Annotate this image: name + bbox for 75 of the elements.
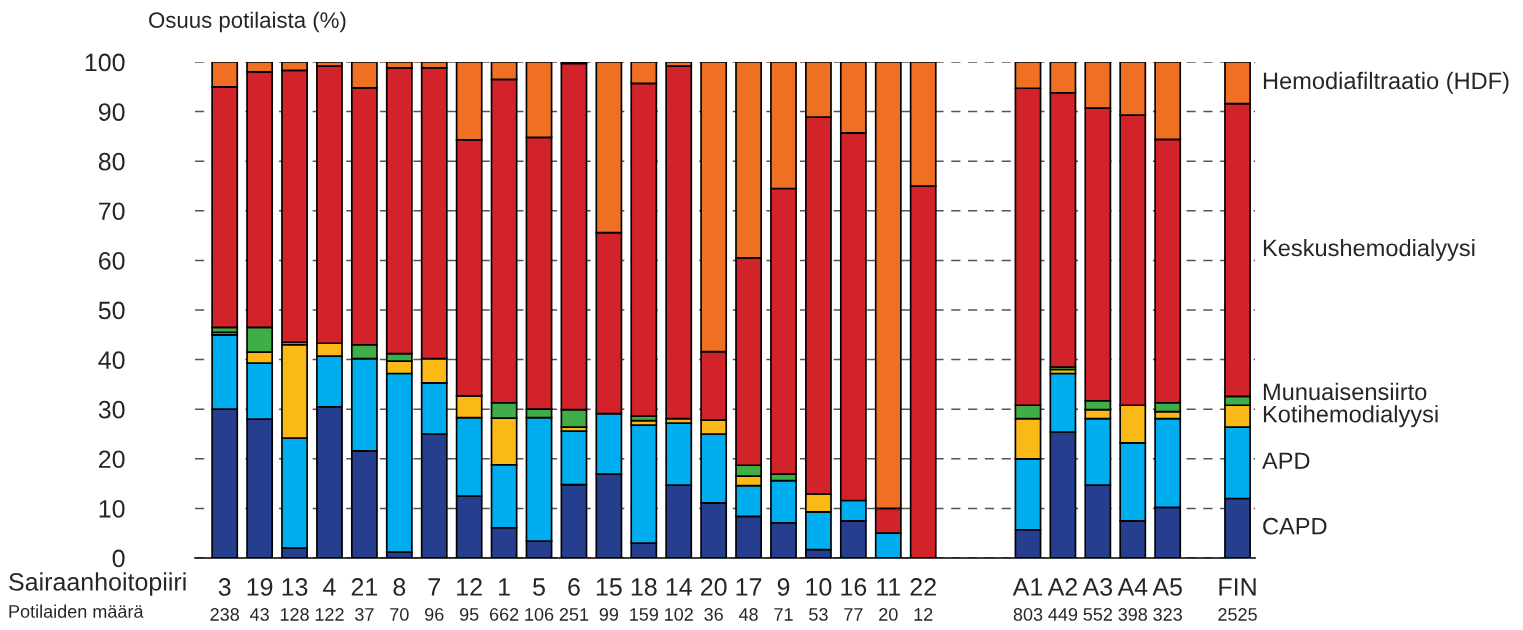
y-tick-label: 100	[85, 53, 125, 72]
x-tick-label: 15	[596, 578, 622, 596]
text: 99	[599, 608, 619, 621]
text: 323	[1153, 608, 1182, 621]
text: 106	[525, 608, 554, 621]
y-tick-label: 60	[99, 252, 125, 270]
x-tick-label: 13	[282, 578, 308, 596]
text: 70	[390, 608, 409, 621]
y-tick-label: 90	[98, 103, 125, 121]
text: 37	[355, 608, 374, 621]
series-label: Kotihemodialyysi	[1263, 405, 1438, 428]
text: 159	[630, 608, 659, 621]
x-tick-label: 6	[568, 578, 580, 596]
text: 43	[249, 608, 269, 621]
text: 398	[1118, 608, 1148, 621]
x-tick-label: A2	[1047, 578, 1077, 596]
x-axis-title: Sairaanhoitopiiri	[9, 572, 186, 596]
y-tick-label: 80	[98, 152, 125, 171]
text: 662	[489, 608, 519, 621]
y-tick-label: 0	[112, 549, 125, 568]
y-axis-title: Osuus potilaista (%)	[149, 11, 346, 33]
x-tick-label: 18	[631, 578, 657, 596]
x-tick-label: 20	[701, 578, 727, 596]
x-tick-label: A1	[1012, 578, 1043, 596]
series-label: APD	[1262, 452, 1310, 469]
series-label: Keskushemodialyysi	[1263, 238, 1475, 261]
x-tick-label: 19	[247, 578, 273, 596]
text: 12	[914, 608, 933, 621]
y-tick-label: 30	[98, 400, 125, 419]
text: Potilaiden määrä	[9, 604, 144, 618]
series-label: Munuaisensiirto	[1263, 382, 1427, 401]
text: 20	[879, 608, 898, 621]
text: 77	[844, 608, 863, 621]
x-tick-label: 12	[457, 578, 482, 596]
x-tick-label: 22	[910, 578, 936, 596]
text: 449	[1048, 608, 1078, 621]
y-tick-label: 40	[98, 351, 125, 369]
text: 95	[459, 608, 479, 621]
x-tick-label: 7	[428, 578, 440, 596]
x-tick-label: 8	[393, 578, 406, 596]
text: 251	[559, 608, 589, 621]
text: 238	[210, 608, 239, 621]
x-tick-label: 10	[806, 578, 832, 596]
text: 2525	[1218, 608, 1257, 621]
text: 552	[1083, 608, 1112, 621]
text: 36	[704, 608, 723, 621]
y-tick-label: 20	[99, 450, 125, 469]
series-label: Hemodiafiltraatio (HDF)	[1263, 71, 1509, 94]
x-tick-label: 3	[218, 578, 231, 596]
x-tick-label: 11	[877, 578, 901, 596]
y-tick-label: 70	[99, 202, 125, 221]
x-tick-label: A4	[1117, 578, 1148, 596]
x-tick-label: 16	[841, 578, 867, 596]
x-tick-label: A5	[1152, 578, 1182, 596]
x-tick-label: 21	[351, 578, 378, 596]
series-label: CAPD	[1263, 517, 1327, 535]
x-tick-label: 17	[736, 578, 762, 596]
text: 53	[809, 608, 828, 621]
text: 803	[1013, 608, 1043, 621]
x-tick-label: A3	[1082, 578, 1113, 596]
x-tick-label: FIN	[1219, 578, 1256, 596]
y-tick-label: 10	[99, 500, 125, 518]
text: 96	[425, 608, 444, 621]
text: 128	[280, 608, 309, 621]
text: 122	[315, 608, 344, 621]
x-tick-label: 14	[666, 578, 692, 596]
x-tick-label: 5	[533, 578, 545, 596]
bar	[665, 65, 693, 420]
x-tick-label: 1	[499, 578, 510, 596]
text: 71	[774, 608, 793, 621]
text: 102	[665, 608, 693, 621]
y-tick-label: 50	[98, 301, 125, 320]
x-tick-label: 4	[323, 578, 336, 596]
x-tick-label: 9	[777, 578, 790, 596]
text: 48	[738, 608, 758, 621]
